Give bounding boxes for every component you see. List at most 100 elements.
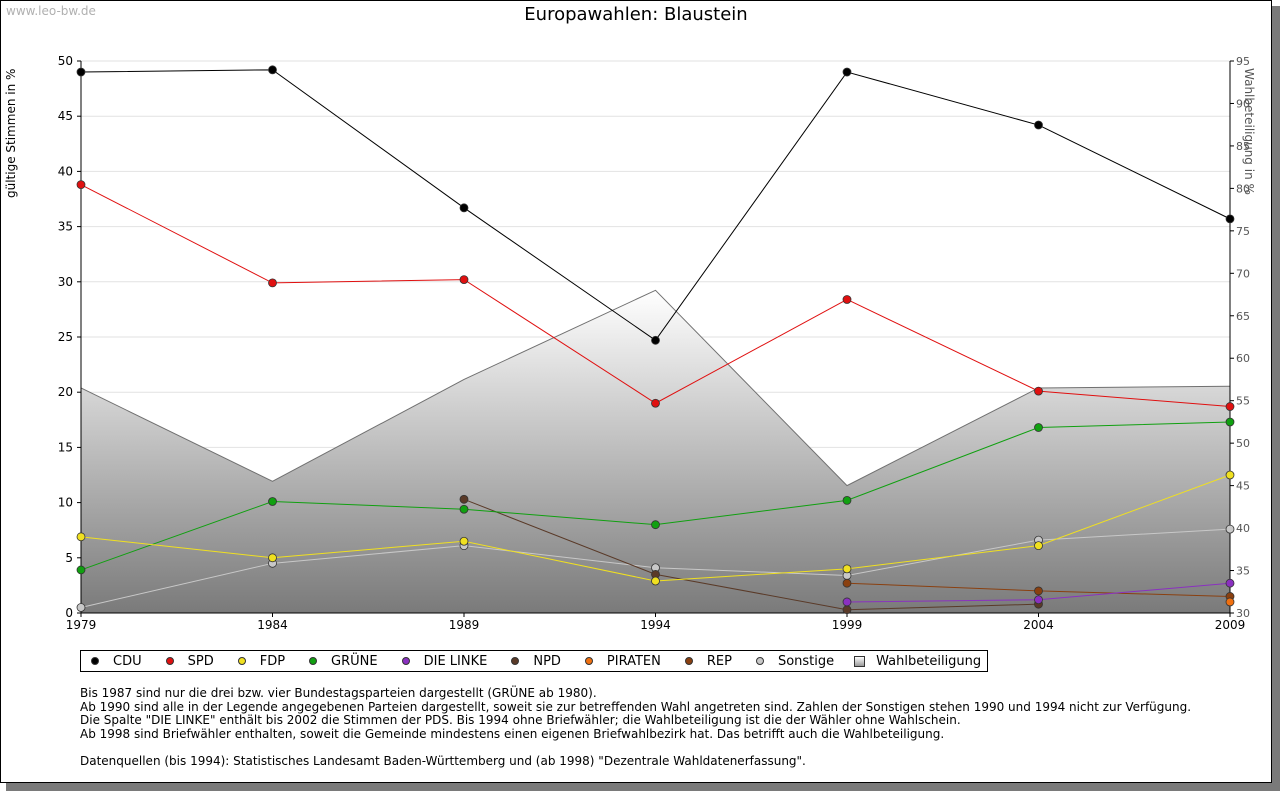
data-point-spd — [651, 398, 660, 408]
y-tick-label-right: 75 — [1236, 225, 1250, 238]
frame-shadow-bottom — [6, 783, 1280, 791]
y-tick-label-left: 35 — [58, 220, 73, 234]
data-point-spd — [1225, 402, 1235, 411]
legend-label: FDP — [259, 653, 286, 669]
x-tick-label: 1979 — [66, 618, 97, 632]
y-tick-label-right: 40 — [1236, 522, 1250, 535]
y-tick-label-left: 45 — [58, 109, 73, 123]
y-tick-label-left: 30 — [58, 275, 73, 289]
data-sources: Datenquellen (bis 1994): Statistisches L… — [80, 753, 806, 768]
legend-item: SPD — [162, 654, 214, 669]
y-tick-label-left: 50 — [58, 54, 73, 68]
legend-item: GRÜNE — [305, 654, 378, 669]
legend-label: NPD — [533, 653, 561, 669]
chart-notes: Bis 1987 sind nur die drei bzw. vier Bun… — [80, 686, 1192, 768]
legend-marker — [509, 655, 522, 667]
y-tick-label-right: 80 — [1236, 182, 1250, 195]
data-point-fdp — [1034, 541, 1043, 551]
y-tick-label-left: 0 — [65, 606, 73, 620]
data-point-fdp — [76, 532, 86, 542]
watermark: www.leo-bw.de — [6, 4, 96, 18]
legend-marker — [683, 655, 695, 667]
legend-marker — [399, 655, 412, 667]
legend-item: CDU — [87, 654, 142, 669]
data-point-sonstige — [76, 603, 86, 612]
legend-marker — [236, 655, 248, 667]
legend-label: PIRATEN — [606, 653, 661, 669]
y-tick-label-right: 50 — [1236, 437, 1250, 450]
data-point-fdp — [268, 553, 277, 563]
y-tick-label-left: 40 — [58, 164, 73, 178]
x-tick-label: 1999 — [832, 618, 863, 632]
y-tick-label-right: 65 — [1236, 310, 1250, 323]
data-point-piraten — [1225, 597, 1235, 607]
note-spacer — [80, 741, 1191, 755]
data-point-cdu — [1225, 214, 1235, 224]
y-tick-label-right: 85 — [1236, 140, 1250, 153]
y-tick-label-right: 90 — [1236, 97, 1250, 110]
data-point-cdu — [842, 67, 852, 77]
data-point-npd — [459, 494, 469, 504]
data-point-fdp — [459, 536, 469, 546]
legend-item: Wahlbeteiligung — [854, 654, 981, 669]
legend-label: Wahlbeteiligung — [876, 653, 982, 669]
legend-label: GRÜNE — [331, 653, 378, 669]
legend-item: NPD — [507, 654, 561, 669]
legend-label: Sonstige — [777, 653, 835, 669]
note-line: Bis 1987 sind nur die drei bzw. vier Bun… — [80, 686, 597, 700]
data-point-die-linke — [842, 597, 852, 607]
legend-item: REP — [681, 654, 732, 669]
x-tick-label: 1994 — [640, 618, 671, 632]
data-point-gr-ne — [842, 495, 852, 505]
data-point-spd — [268, 278, 277, 288]
legend-item: Sonstige — [752, 654, 834, 669]
y-tick-label-left: 15 — [58, 440, 73, 454]
y-tick-label-right: 70 — [1236, 267, 1250, 280]
series-line-npd — [463, 498, 1039, 611]
legend-marker — [89, 655, 101, 667]
data-point-spd — [459, 275, 469, 284]
y-tick-label-left: 20 — [58, 385, 73, 399]
x-tick-label: 2009 — [1215, 618, 1246, 632]
note-line: Die Spalte "DIE LINKE" enthält bis 2002 … — [80, 713, 961, 727]
frame-shadow-right — [1272, 6, 1280, 791]
data-point-spd — [842, 295, 852, 304]
legend-label: SPD — [187, 653, 214, 669]
data-point-gr-ne — [76, 565, 86, 575]
data-point-rep — [1034, 586, 1043, 596]
x-tick-label: 1984 — [257, 618, 288, 632]
y-tick-label-right: 35 — [1236, 565, 1250, 578]
data-point-rep — [842, 578, 852, 588]
turnout-area — [81, 290, 1230, 613]
legend-marker — [854, 655, 866, 667]
chart-title: Europawahlen: Blaustein — [524, 4, 748, 25]
data-point-spd — [1034, 386, 1043, 396]
x-tick-label: 1989 — [449, 618, 480, 632]
legend-marker — [307, 655, 319, 667]
data-point-gr-ne — [1225, 417, 1235, 427]
data-point-cdu — [1034, 120, 1043, 130]
legend-item: FDP — [234, 654, 285, 669]
y-tick-label-right: 55 — [1236, 395, 1250, 408]
data-point-cdu — [459, 203, 469, 213]
data-point-sonstige — [1225, 524, 1235, 534]
y-tick-label-left: 5 — [65, 551, 73, 565]
data-point-npd — [842, 605, 852, 615]
legend-label: DIE LINKE — [423, 653, 488, 669]
legend-marker — [754, 655, 766, 667]
x-tick-label: 2004 — [1023, 618, 1054, 632]
data-point-fdp — [1225, 470, 1235, 480]
note-line: Ab 1990 sind alle in der Legende angegeb… — [80, 699, 1192, 714]
data-point-gr-ne — [651, 520, 660, 530]
y-tick-label-right: 95 — [1236, 55, 1250, 68]
y-tick-label-left: 25 — [58, 330, 73, 344]
y-tick-label-left: 10 — [58, 496, 73, 510]
legend-marker — [163, 655, 176, 667]
data-point-spd — [76, 180, 86, 190]
y-tick-label-right: 60 — [1236, 352, 1250, 365]
y-tick-label-right: 45 — [1236, 480, 1250, 493]
chart-legend: CDU SPD FDP GRÜNE DIE LINKE NPD PIRATEN REP Sons… — [80, 650, 989, 672]
legend-item: PIRATEN — [581, 654, 661, 669]
note-line: Ab 1998 sind Briefwähler enthalten, sowe… — [80, 726, 945, 741]
data-point-die-linke — [1034, 595, 1043, 605]
